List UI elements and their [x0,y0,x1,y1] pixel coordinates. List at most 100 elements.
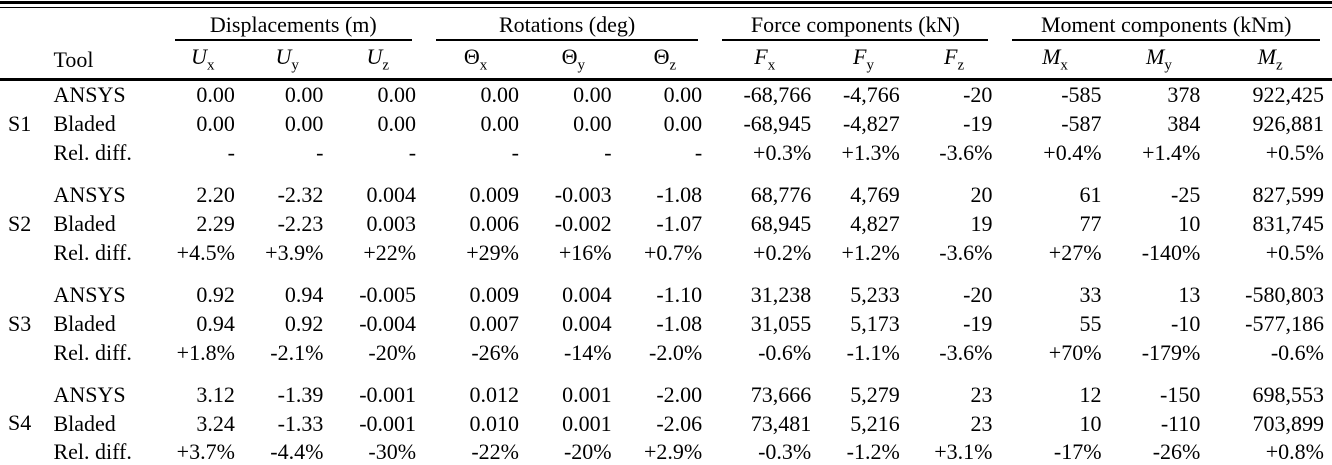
value-cell: -30% [368,439,417,464]
value-cell: -1.2% [846,439,900,464]
value-cell: -0.004 [359,310,417,336]
tool-cell: ANSYS [53,82,126,107]
table-row-s1-ansys: S1 ANSYS 0.00 0.00 0.00 0.00 0.00 0.00 -68,766 -4… [0,80,1332,136]
value-cell: +29% [466,239,519,265]
value-cell: 0.00 [284,110,324,136]
value-cell: +0.5% [1265,139,1324,165]
table-row-s3-rel-diff: Rel. diff. +1.8% -2.1% -20% -26% -14% -2.0% -0.… [0,338,1332,367]
table-row-s2-bladed: Bladed 2.29 -2.23 0.003 0.006 -0.002 -1.07 68,9… [0,209,1332,238]
section-gap-cell [0,367,1332,380]
value-cell: -20% [368,339,417,365]
blank-header-cell [0,41,52,81]
section-gap [0,167,1332,180]
table-row-s3-bladed: Bladed 0.94 0.92 -0.004 0.007 0.004 -1.08 31,05… [0,309,1332,338]
table-row-s4-rel-diff: Rel. diff. +3.7% -4.4% -30% -22% -20% +2.9% -0.… [0,438,1332,465]
section-gap-cell [0,167,1332,180]
value-cell: -1.1% [846,339,900,365]
value-cell: +0.2% [753,239,812,265]
value-cell: 926,881 [1252,110,1325,136]
value-cell: 33 [1079,281,1102,307]
value-cell: +1.8% [176,339,235,365]
section-label: S3 [8,310,32,336]
value-cell: +0.8% [1265,439,1324,464]
tool-cell: Rel. diff. [53,339,132,365]
value-cell: -140% [1141,239,1201,265]
value-cell: -585 [1061,82,1102,107]
table-row-s4-ansys: S4 ANSYS 3.12 -1.39 -0.001 0.012 0.001 -2.00 73,… [0,380,1332,436]
column-header-u-x: Ux [162,41,243,81]
value-cell: 68,776 [750,181,812,207]
value-cell: -0.001 [359,381,417,407]
table-row-s4-bladed: Bladed 3.24 -1.33 -0.001 0.010 0.001 -2.06 73,4… [0,409,1332,438]
column-header-row: Tool Ux Uy Uz Θx Θy Θz Fx Fy Fz Mx My Mz [0,41,1332,81]
value-cell: - [511,139,519,165]
value-cell: -1.08 [656,310,703,336]
value-cell: -68,766 [743,82,812,107]
value-cell: +27% [1048,239,1102,265]
value-cell: -20% [563,439,612,464]
value-cell: -0.002 [554,210,612,236]
value-cell: - [694,139,703,165]
value-cell: -0.6% [1270,339,1324,365]
value-cell: 31,055 [750,310,812,336]
value-cell: 0.003 [366,210,417,236]
value-cell: 5,173 [850,310,900,336]
value-cell: 0.00 [284,82,324,107]
value-cell: -20 [963,82,993,107]
value-cell: -1.39 [277,381,324,407]
value-cell: +3.7% [176,439,235,464]
value-cell: 0.94 [284,281,324,307]
value-cell: -3.6% [939,139,993,165]
tool-cell: Bladed [53,110,116,136]
value-cell: 73,666 [750,381,812,407]
value-cell: 0.00 [663,110,703,136]
column-header-f-x: Fx [710,41,820,81]
value-cell: - [408,139,417,165]
value-cell: 13 [1178,281,1201,307]
value-cell: +1.3% [841,139,900,165]
table-row-s3-ansys: S3 ANSYS 0.92 0.94 -0.005 0.009 0.004 -1.10 31,2… [0,280,1332,336]
section-label: S1 [8,111,32,136]
value-cell: 0.00 [196,110,235,136]
value-cell: -2.06 [656,410,703,436]
value-cell: 831,745 [1252,210,1325,236]
value-cell: 698,553 [1252,381,1325,407]
value-cell: - [227,139,235,165]
value-cell: 0.92 [196,281,235,307]
tool-cell: Bladed [53,410,116,436]
value-cell: -10 [1171,310,1201,336]
value-cell: 20 [970,181,993,207]
value-cell: +0.7% [643,239,703,265]
value-cell: -17% [1053,439,1102,464]
group-header-label: Force components (kN) [722,12,989,41]
table-body: S1 ANSYS 0.00 0.00 0.00 0.00 0.00 0.00 -68,766 -4… [0,80,1332,465]
section-label: S4 [8,410,32,435]
value-cell: 55 [1079,310,1102,336]
value-cell: 703,899 [1252,410,1325,436]
value-cell: 12 [1079,381,1102,407]
tool-cell: ANSYS [53,181,126,207]
comparison-table: Displacements (m) Rotations (deg) Force … [0,8,1332,465]
value-cell: +1.2% [841,239,900,265]
table-row-s1-bladed: Bladed 0.00 0.00 0.00 0.00 0.00 0.00 -68,945 -4,… [0,109,1332,138]
value-cell: +16% [558,239,612,265]
column-header-θ-x: Θx [424,41,527,81]
value-cell: 0.001 [562,410,612,436]
section-gap-cell [0,267,1332,280]
value-cell: 827,599 [1252,181,1325,207]
value-cell: 0.004 [562,281,612,307]
value-cell: 10 [1178,210,1201,236]
value-cell: -68,945 [743,110,812,136]
value-cell: 378 [1167,82,1201,107]
value-cell: 0.94 [196,310,235,336]
value-cell: - [604,139,612,165]
value-cell: -577,186 [1245,310,1324,336]
value-cell: 23 [970,410,993,436]
tool-cell: ANSYS [53,281,126,307]
value-cell: -2.0% [649,339,703,365]
value-cell: 3.24 [196,410,235,436]
column-header-f-y: Fy [819,41,908,81]
group-header-forces: Force components (kN) [710,8,1000,41]
value-cell: 61 [1079,181,1102,207]
